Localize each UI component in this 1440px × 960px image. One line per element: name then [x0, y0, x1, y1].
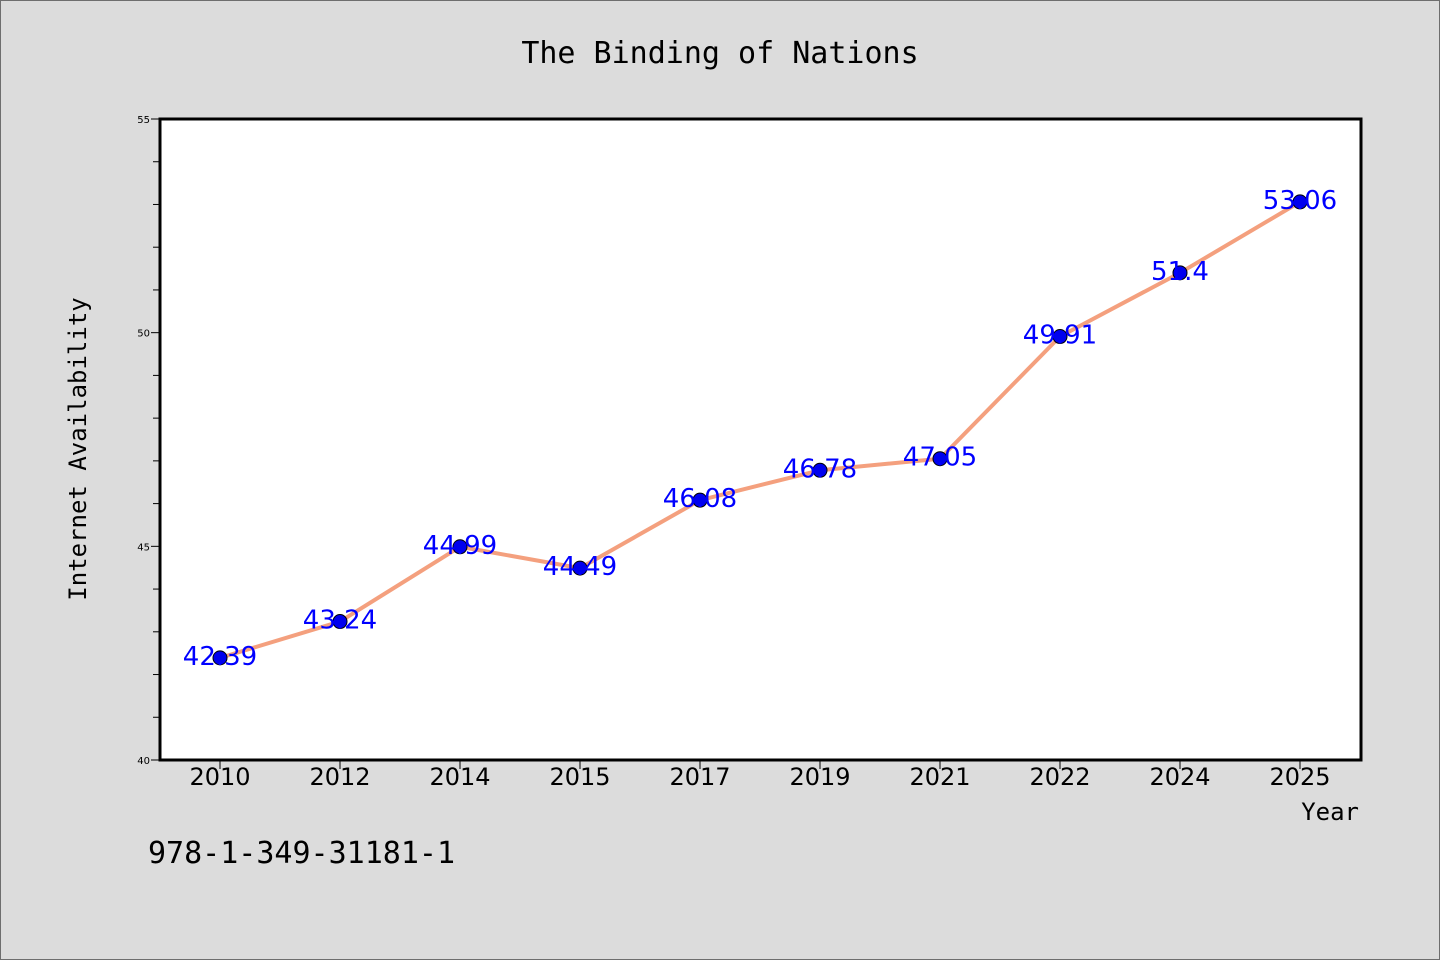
data-point: [332, 614, 348, 630]
x-tick-label: 2017: [669, 763, 730, 791]
data-label: 53.06: [1263, 186, 1337, 216]
data-label: 49.91: [1023, 321, 1097, 351]
plot-area: [158, 117, 1363, 762]
y-tick-label: 50: [137, 329, 150, 340]
data-label: 43.24: [303, 606, 377, 636]
x-tick-label: 2021: [909, 763, 970, 791]
y-axis-title: Internet Availability: [64, 297, 92, 600]
y-tick-label: 45: [137, 542, 150, 553]
x-tick-label: 2010: [189, 763, 250, 791]
data-point: [692, 492, 708, 508]
data-point: [1172, 265, 1188, 281]
y-axis: 40 45 50 55: [137, 115, 160, 767]
data-label: 44.49: [543, 552, 617, 582]
data-point: [1292, 194, 1308, 210]
data-point: [212, 650, 228, 666]
x-tick-label: 2025: [1269, 763, 1330, 791]
x-tick-label: 2014: [429, 763, 490, 791]
x-tick-label: 2024: [1149, 763, 1210, 791]
x-axis-title: Year: [1301, 798, 1359, 826]
data-label: 46.08: [663, 484, 737, 514]
y-tick-label: 40: [137, 756, 150, 767]
data-point: [452, 539, 468, 555]
data-point: [812, 462, 828, 478]
series-line: [219, 200, 1302, 660]
x-tick-label: 2019: [789, 763, 850, 791]
data-labels: 42.39 43.24 44.99 44.49 46.08 46.78 47.05 49.91…: [183, 186, 1337, 672]
series-markers: [212, 194, 1308, 666]
x-tick-label: 2022: [1029, 763, 1090, 791]
x-tick-label: 2012: [309, 763, 370, 791]
data-point: [1052, 329, 1068, 345]
data-label: 44.99: [423, 531, 497, 561]
x-axis: 2010 2012 2014 2015 2017 2019 2021 2022 2024 2025: [189, 760, 1331, 791]
x-tick-label: 2015: [549, 763, 610, 791]
data-label: 47.05: [903, 443, 977, 473]
data-point: [572, 560, 588, 576]
y-tick-label: 55: [137, 115, 150, 126]
isbn-annotation: 978-1-349-31181-1: [148, 836, 455, 871]
data-label: 46.78: [783, 454, 857, 484]
chart-title: The Binding of Nations: [521, 36, 918, 71]
data-label: 42.39: [183, 642, 257, 672]
data-point: [932, 451, 948, 467]
data-label: 51.4: [1151, 257, 1209, 287]
